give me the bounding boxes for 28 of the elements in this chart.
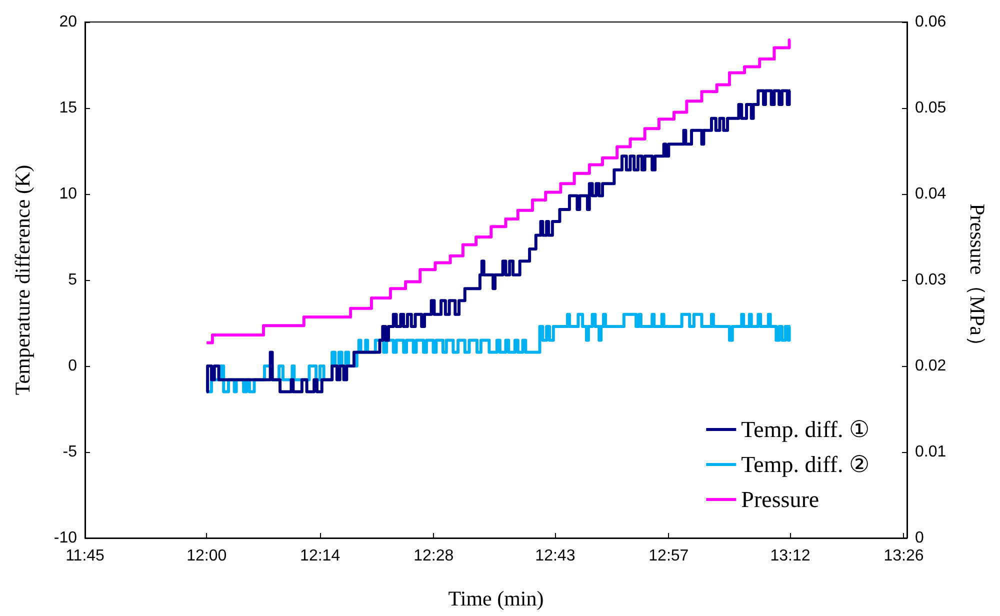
x-tick-label: 13:26 xyxy=(884,548,924,564)
y-tick-label: -5 xyxy=(62,444,78,460)
y-tick-label: 15 xyxy=(59,100,78,116)
y-axis-title: Temperature difference (K) xyxy=(10,164,34,396)
x-tick-label: 12:00 xyxy=(186,548,227,564)
x-axis-title: Time (min) xyxy=(448,586,544,610)
y2-tick-label: 0.03 xyxy=(915,272,946,288)
x-tick-label: 12:28 xyxy=(414,548,454,564)
y-tick-label: 10 xyxy=(59,186,78,202)
y-tick-label: 5 xyxy=(68,272,78,288)
legend-label: Temp. diff. ① xyxy=(741,417,870,442)
y2-tick-label: 0 xyxy=(915,530,924,546)
y2-tick-label: 0.06 xyxy=(915,14,946,30)
legend-label: Pressure xyxy=(741,487,820,512)
y2-tick-label: 0.01 xyxy=(915,444,946,460)
y-tick-label: 0 xyxy=(68,358,78,374)
y2-tick-label: 0.05 xyxy=(915,100,946,116)
y2-tick-label: 0.04 xyxy=(915,186,946,202)
x-tick-label: 11:45 xyxy=(66,548,105,564)
x-tick-label: 12:43 xyxy=(535,548,576,564)
y2-tick-label: 0.02 xyxy=(915,358,946,374)
x-tick-label: 12:14 xyxy=(300,548,340,564)
y-tick-label: -10 xyxy=(54,530,78,546)
y-tick-label: 20 xyxy=(59,14,78,30)
x-tick-label: 13:12 xyxy=(770,548,810,564)
y2-axis-title: Pressure（MPa） xyxy=(966,204,990,356)
legend-label: Temp. diff. ② xyxy=(741,452,870,477)
x-tick-label: 12:57 xyxy=(648,548,689,564)
